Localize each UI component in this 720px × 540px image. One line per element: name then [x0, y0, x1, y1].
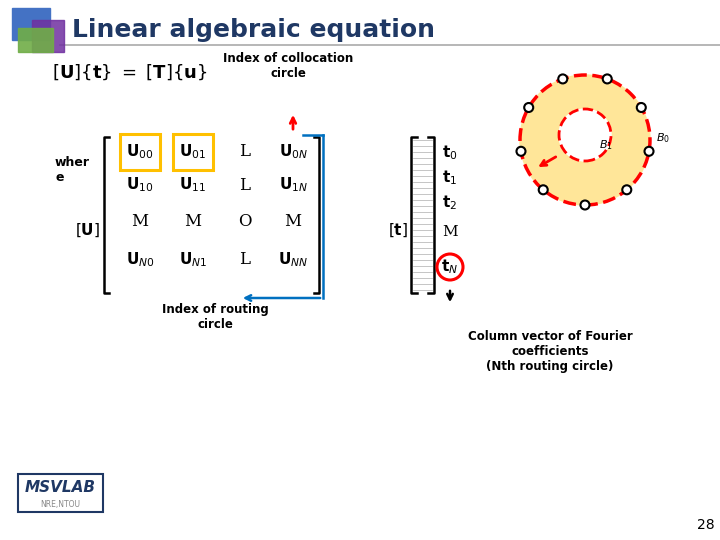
Text: Index of routing
circle: Index of routing circle	[161, 303, 269, 331]
Text: $\mathbf{t}_{0}$: $\mathbf{t}_{0}$	[442, 144, 458, 163]
Text: NRE,NTOU: NRE,NTOU	[40, 500, 80, 509]
Circle shape	[603, 75, 612, 83]
Text: M: M	[184, 213, 202, 231]
Text: $\mathbf{U}_{1N}$: $\mathbf{U}_{1N}$	[279, 176, 307, 194]
Text: wher
e: wher e	[55, 156, 90, 184]
Text: $\mathbf{U}_{10}$: $\mathbf{U}_{10}$	[126, 176, 154, 194]
Text: M: M	[442, 225, 458, 239]
Text: M: M	[132, 213, 148, 231]
Text: L: L	[240, 177, 251, 193]
Text: MSVLAB: MSVLAB	[24, 481, 96, 496]
Text: $\mathbf{t}_{1}$: $\mathbf{t}_{1}$	[442, 168, 458, 187]
Circle shape	[559, 109, 611, 161]
Circle shape	[558, 75, 567, 83]
Text: $\mathbf{t}_{2}$: $\mathbf{t}_{2}$	[443, 194, 457, 212]
Bar	[173, 134, 213, 170]
Circle shape	[520, 75, 650, 205]
Text: $\mathbf{U}_{N1}$: $\mathbf{U}_{N1}$	[179, 251, 207, 269]
Bar	[18, 474, 103, 512]
Text: $\mathbf{U}_{00}$: $\mathbf{U}_{00}$	[126, 143, 154, 161]
Bar	[18, 28, 53, 52]
Circle shape	[437, 254, 463, 280]
Text: $B_0$: $B_0$	[656, 131, 670, 145]
Circle shape	[622, 185, 631, 194]
Text: O: O	[238, 213, 252, 231]
Circle shape	[516, 147, 526, 156]
Bar	[32, 20, 64, 52]
Circle shape	[644, 147, 654, 156]
Text: $\mathbf{U}_{0N}$: $\mathbf{U}_{0N}$	[279, 143, 307, 161]
Text: 28: 28	[697, 518, 715, 532]
Text: $\mathbf{U}_{01}$: $\mathbf{U}_{01}$	[179, 143, 207, 161]
Text: $\mathbf{t}_{N}$: $\mathbf{t}_{N}$	[441, 258, 459, 276]
Text: Index of collocation
circle: Index of collocation circle	[223, 52, 353, 80]
Text: Column vector of Fourier
coefficients
(Nth routing circle): Column vector of Fourier coefficients (N…	[467, 330, 632, 373]
Text: $\mathbf{U}_{N0}$: $\mathbf{U}_{N0}$	[126, 251, 154, 269]
Circle shape	[580, 200, 590, 210]
Circle shape	[636, 103, 646, 112]
Text: $B_1$: $B_1$	[599, 138, 613, 152]
Bar	[120, 134, 160, 170]
Bar	[12, 8, 50, 40]
Text: L: L	[240, 252, 251, 268]
Text: $[\mathbf{t}]$: $[\mathbf{t}]$	[388, 221, 408, 239]
Text: $\mathbf{U}_{11}$: $\mathbf{U}_{11}$	[179, 176, 207, 194]
Text: $\mathbf{t}_{N}$: $\mathbf{t}_{N}$	[441, 258, 459, 276]
Text: L: L	[240, 144, 251, 160]
Text: $[\mathbf{U}]\{\mathbf{t}\}\ =\ [\mathbf{T}]\{\mathbf{u}\}$: $[\mathbf{U}]\{\mathbf{t}\}\ =\ [\mathbf…	[52, 62, 207, 82]
Circle shape	[539, 185, 548, 194]
Circle shape	[524, 103, 534, 112]
Text: $\mathbf{U}_{NN}$: $\mathbf{U}_{NN}$	[278, 251, 308, 269]
Text: $[\mathbf{U}]$: $[\mathbf{U}]$	[76, 221, 101, 239]
Text: M: M	[284, 213, 302, 231]
Text: Linear algebraic equation: Linear algebraic equation	[72, 18, 435, 42]
